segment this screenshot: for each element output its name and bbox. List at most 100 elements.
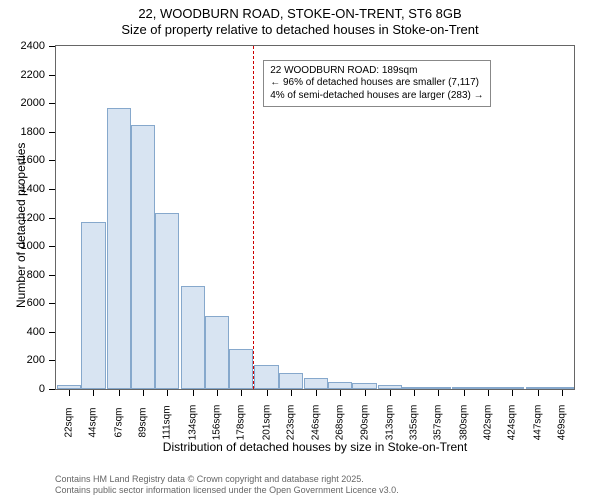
y-tick-label: 2200 [0, 69, 45, 81]
x-tick-label: 22sqm [64, 407, 75, 437]
histogram-bar [452, 387, 476, 389]
y-tick [49, 246, 55, 247]
y-tick-label: 800 [0, 269, 45, 281]
chart-title-line2: Size of property relative to detached ho… [0, 22, 600, 38]
x-tick-label: 469sqm [556, 405, 567, 441]
attribution-footer: Contains HM Land Registry data © Crown c… [55, 474, 399, 497]
histogram-bar [81, 222, 105, 389]
y-tick [49, 160, 55, 161]
x-tick-label: 313sqm [384, 405, 395, 441]
y-tick-label: 1400 [0, 183, 45, 195]
histogram-bar [328, 382, 352, 389]
x-tick-label: 447sqm [532, 405, 543, 441]
annotation-line2: ← 96% of detached houses are smaller (7,… [270, 77, 483, 90]
y-tick [49, 332, 55, 333]
histogram-bar [279, 373, 303, 389]
x-tick-label: 268sqm [335, 405, 346, 441]
histogram-bar [254, 365, 278, 389]
histogram-bar [476, 387, 500, 389]
y-tick-label: 2000 [0, 97, 45, 109]
x-tick-label: 89sqm [138, 407, 149, 437]
x-tick-label: 223sqm [285, 405, 296, 441]
y-tick [49, 132, 55, 133]
x-tick-label: 357sqm [433, 405, 444, 441]
y-tick-label: 1800 [0, 126, 45, 138]
y-tick [49, 275, 55, 276]
x-tick [365, 390, 366, 396]
x-tick-label: 134sqm [187, 405, 198, 441]
x-tick-label: 246sqm [311, 405, 322, 441]
x-tick [414, 390, 415, 396]
y-tick-label: 600 [0, 297, 45, 309]
x-axis-title: Distribution of detached houses by size … [55, 440, 575, 454]
x-tick-label: 335sqm [409, 405, 420, 441]
x-tick-label: 111sqm [162, 405, 173, 439]
x-tick [464, 390, 465, 396]
histogram-bar [131, 125, 155, 389]
x-tick [512, 390, 513, 396]
property-size-histogram: { "chart": { "type": "histogram", "title… [0, 0, 600, 500]
y-tick [49, 103, 55, 104]
x-tick-label: 156sqm [211, 405, 222, 441]
histogram-bar [500, 387, 524, 389]
histogram-bar [352, 383, 376, 389]
y-tick [49, 46, 55, 47]
histogram-bar [57, 385, 81, 389]
x-tick [217, 390, 218, 396]
x-tick-label: 290sqm [359, 405, 370, 441]
x-tick [267, 390, 268, 396]
chart-title-line1: 22, WOODBURN ROAD, STOKE-ON-TRENT, ST6 8… [0, 0, 600, 22]
footer-line1: Contains HM Land Registry data © Crown c… [55, 474, 399, 485]
histogram-bar [378, 385, 402, 389]
x-tick [562, 390, 563, 396]
histogram-bar [304, 378, 328, 389]
y-tick-label: 2400 [0, 40, 45, 52]
annotation-box: 22 WOODBURN ROAD: 189sqm← 96% of detache… [263, 60, 490, 108]
y-tick-label: 1600 [0, 154, 45, 166]
x-tick-label: 44sqm [88, 407, 99, 437]
y-tick [49, 360, 55, 361]
histogram-bar [550, 387, 574, 389]
histogram-bar [426, 387, 450, 389]
x-tick [241, 390, 242, 396]
x-tick [93, 390, 94, 396]
y-tick-label: 0 [0, 383, 45, 395]
histogram-bar [526, 387, 550, 389]
x-tick-label: 380sqm [458, 405, 469, 441]
histogram-bar [107, 108, 131, 389]
x-tick [119, 390, 120, 396]
x-tick [69, 390, 70, 396]
y-axis-title: Number of detached properties [14, 142, 28, 307]
x-tick-label: 424sqm [507, 405, 518, 441]
annotation-line1: 22 WOODBURN ROAD: 189sqm [270, 65, 483, 78]
y-tick [49, 75, 55, 76]
y-tick-label: 400 [0, 326, 45, 338]
x-tick-label: 178sqm [236, 405, 247, 441]
histogram-bar [181, 286, 205, 389]
x-tick [167, 390, 168, 396]
x-tick [438, 390, 439, 396]
plot-area: 22 WOODBURN ROAD: 189sqm← 96% of detache… [55, 45, 575, 390]
histogram-bar [155, 213, 179, 390]
x-tick [316, 390, 317, 396]
y-tick-label: 1000 [0, 240, 45, 252]
x-tick [193, 390, 194, 396]
subject-marker-line [253, 46, 254, 389]
y-tick [49, 218, 55, 219]
x-tick [340, 390, 341, 396]
x-tick [488, 390, 489, 396]
x-tick-label: 67sqm [113, 407, 124, 437]
x-tick [143, 390, 144, 396]
x-tick [291, 390, 292, 396]
y-tick [49, 389, 55, 390]
y-tick [49, 303, 55, 304]
annotation-line3: 4% of semi-detached houses are larger (2… [270, 90, 483, 103]
footer-line2: Contains public sector information licen… [55, 485, 399, 496]
histogram-bar [402, 387, 426, 389]
y-tick [49, 189, 55, 190]
y-tick-label: 1200 [0, 212, 45, 224]
y-tick-label: 200 [0, 354, 45, 366]
x-tick-label: 201sqm [261, 405, 272, 441]
histogram-bar [205, 316, 229, 389]
histogram-bar [229, 349, 253, 389]
